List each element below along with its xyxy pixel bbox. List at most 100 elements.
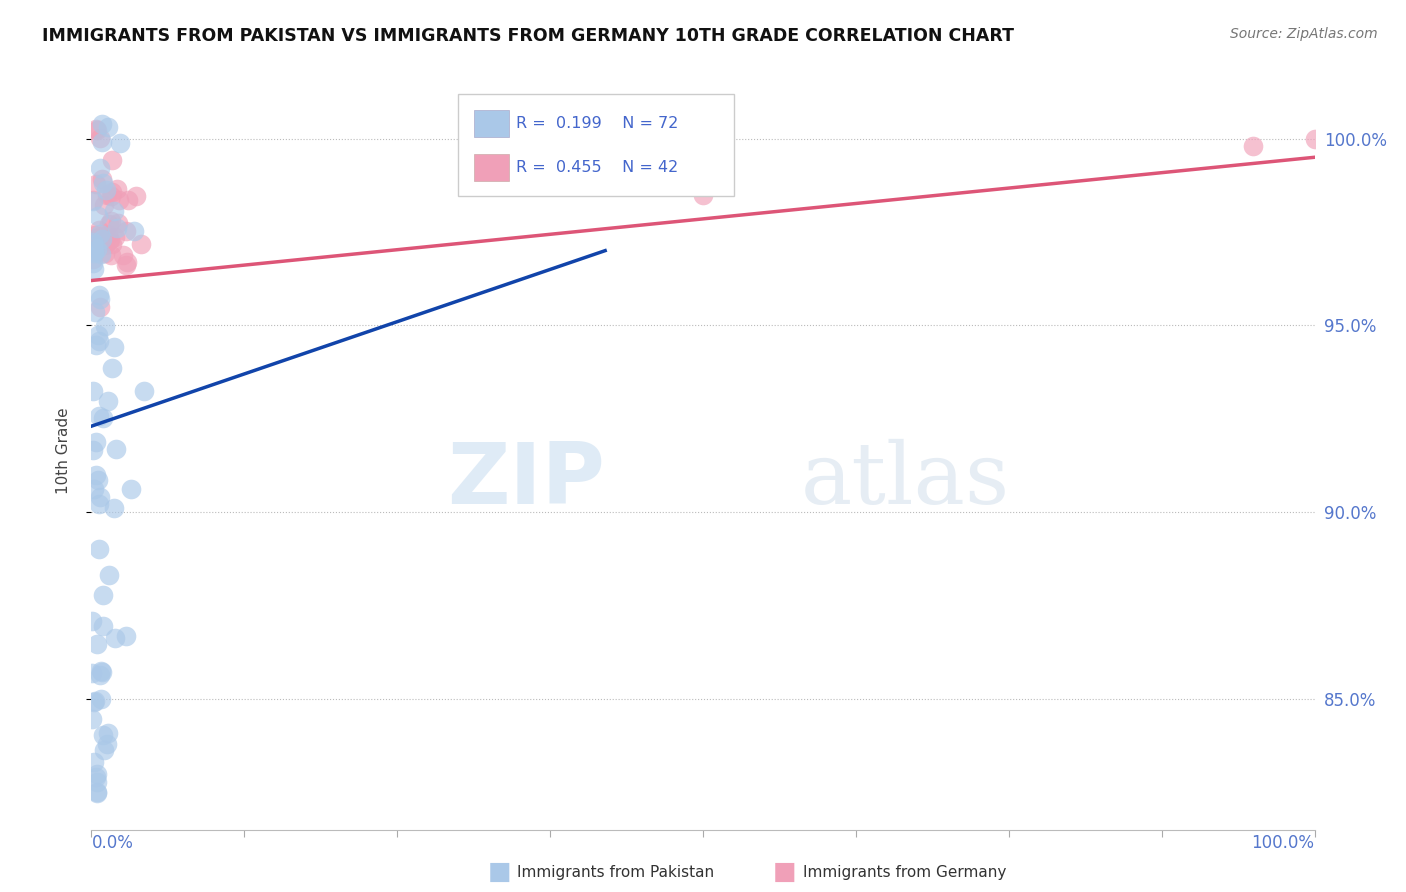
Point [83, 245, 105, 260]
Point [111, 248, 134, 262]
Point [93, 176, 115, 190]
Point [93, 743, 115, 757]
Point [97, 394, 120, 409]
Point [89, 292, 111, 306]
Point [1243, 139, 1265, 153]
Point [115, 224, 138, 238]
Point [100, 153, 122, 168]
Text: ■: ■ [773, 861, 796, 884]
Point [91, 729, 114, 743]
Point [129, 236, 152, 251]
Point [103, 204, 125, 219]
Point [117, 194, 139, 208]
Point [101, 237, 124, 252]
Point [105, 442, 128, 456]
Point [89, 300, 111, 314]
Point [82, 235, 104, 249]
Text: IMMIGRANTS FROM PAKISTAN VS IMMIGRANTS FROM GERMANY 10TH GRADE CORRELATION CHART: IMMIGRANTS FROM PAKISTAN VS IMMIGRANTS F… [42, 27, 1014, 45]
Point [83, 228, 105, 243]
Text: R =  0.199    N = 72: R = 0.199 N = 72 [516, 116, 678, 131]
Point [84, 467, 107, 482]
Point [120, 483, 142, 497]
Point [94, 183, 117, 197]
Point [90, 172, 112, 186]
Text: Immigrants from Pakistan: Immigrants from Pakistan [517, 865, 714, 880]
Point [89, 161, 111, 176]
Point [84, 770, 107, 784]
Point [89, 227, 111, 241]
Point [105, 221, 128, 235]
Point [83, 244, 105, 259]
Point [89, 490, 111, 504]
Text: atlas: atlas [801, 439, 1010, 523]
Point [84, 305, 107, 319]
Point [80, 713, 103, 727]
Point [83, 482, 105, 496]
Point [93, 197, 115, 211]
Y-axis label: 10th Grade: 10th Grade [56, 407, 70, 494]
Point [91, 588, 114, 602]
Point [100, 188, 122, 202]
Point [107, 194, 129, 208]
Point [104, 631, 127, 645]
Text: 100.0%: 100.0% [1251, 834, 1315, 852]
Text: ■: ■ [488, 861, 510, 884]
Point [97, 120, 120, 134]
Point [132, 384, 155, 399]
Point [84, 337, 107, 351]
Point [115, 258, 138, 272]
FancyBboxPatch shape [458, 95, 734, 196]
Point [90, 247, 112, 261]
Point [83, 262, 105, 277]
Point [80, 614, 103, 628]
FancyBboxPatch shape [474, 154, 509, 181]
Point [91, 665, 114, 679]
Point [82, 384, 104, 398]
Point [87, 223, 110, 237]
Text: 0.0%: 0.0% [91, 834, 134, 852]
Point [94, 237, 117, 252]
Point [107, 216, 129, 230]
Point [115, 255, 138, 269]
Point [86, 123, 108, 137]
Point [100, 248, 122, 262]
Point [83, 695, 105, 709]
Point [97, 726, 120, 740]
Point [84, 231, 107, 245]
Point [87, 209, 110, 223]
Point [90, 228, 112, 243]
Point [1303, 131, 1326, 145]
Point [87, 287, 110, 301]
Point [89, 409, 111, 423]
Text: Immigrants from Germany: Immigrants from Germany [803, 865, 1007, 880]
Point [103, 340, 125, 354]
Point [91, 232, 114, 246]
Point [82, 666, 104, 681]
Point [82, 252, 104, 266]
Point [97, 227, 120, 242]
Point [100, 185, 122, 199]
Point [84, 435, 107, 450]
Point [86, 774, 108, 789]
Point [98, 233, 121, 247]
Point [94, 319, 117, 334]
Point [82, 194, 104, 208]
Point [114, 629, 136, 643]
Point [96, 188, 118, 202]
Point [87, 541, 110, 556]
Point [82, 193, 104, 207]
Text: R =  0.455    N = 42: R = 0.455 N = 42 [516, 161, 678, 175]
Point [104, 230, 127, 244]
Point [692, 187, 714, 202]
Point [96, 737, 118, 751]
Point [105, 182, 128, 196]
Point [89, 668, 111, 682]
Point [84, 178, 107, 192]
Point [86, 785, 108, 799]
Point [84, 694, 107, 708]
Point [86, 637, 108, 651]
Point [83, 755, 105, 769]
Point [91, 135, 114, 149]
Point [86, 242, 108, 256]
Point [87, 474, 110, 488]
